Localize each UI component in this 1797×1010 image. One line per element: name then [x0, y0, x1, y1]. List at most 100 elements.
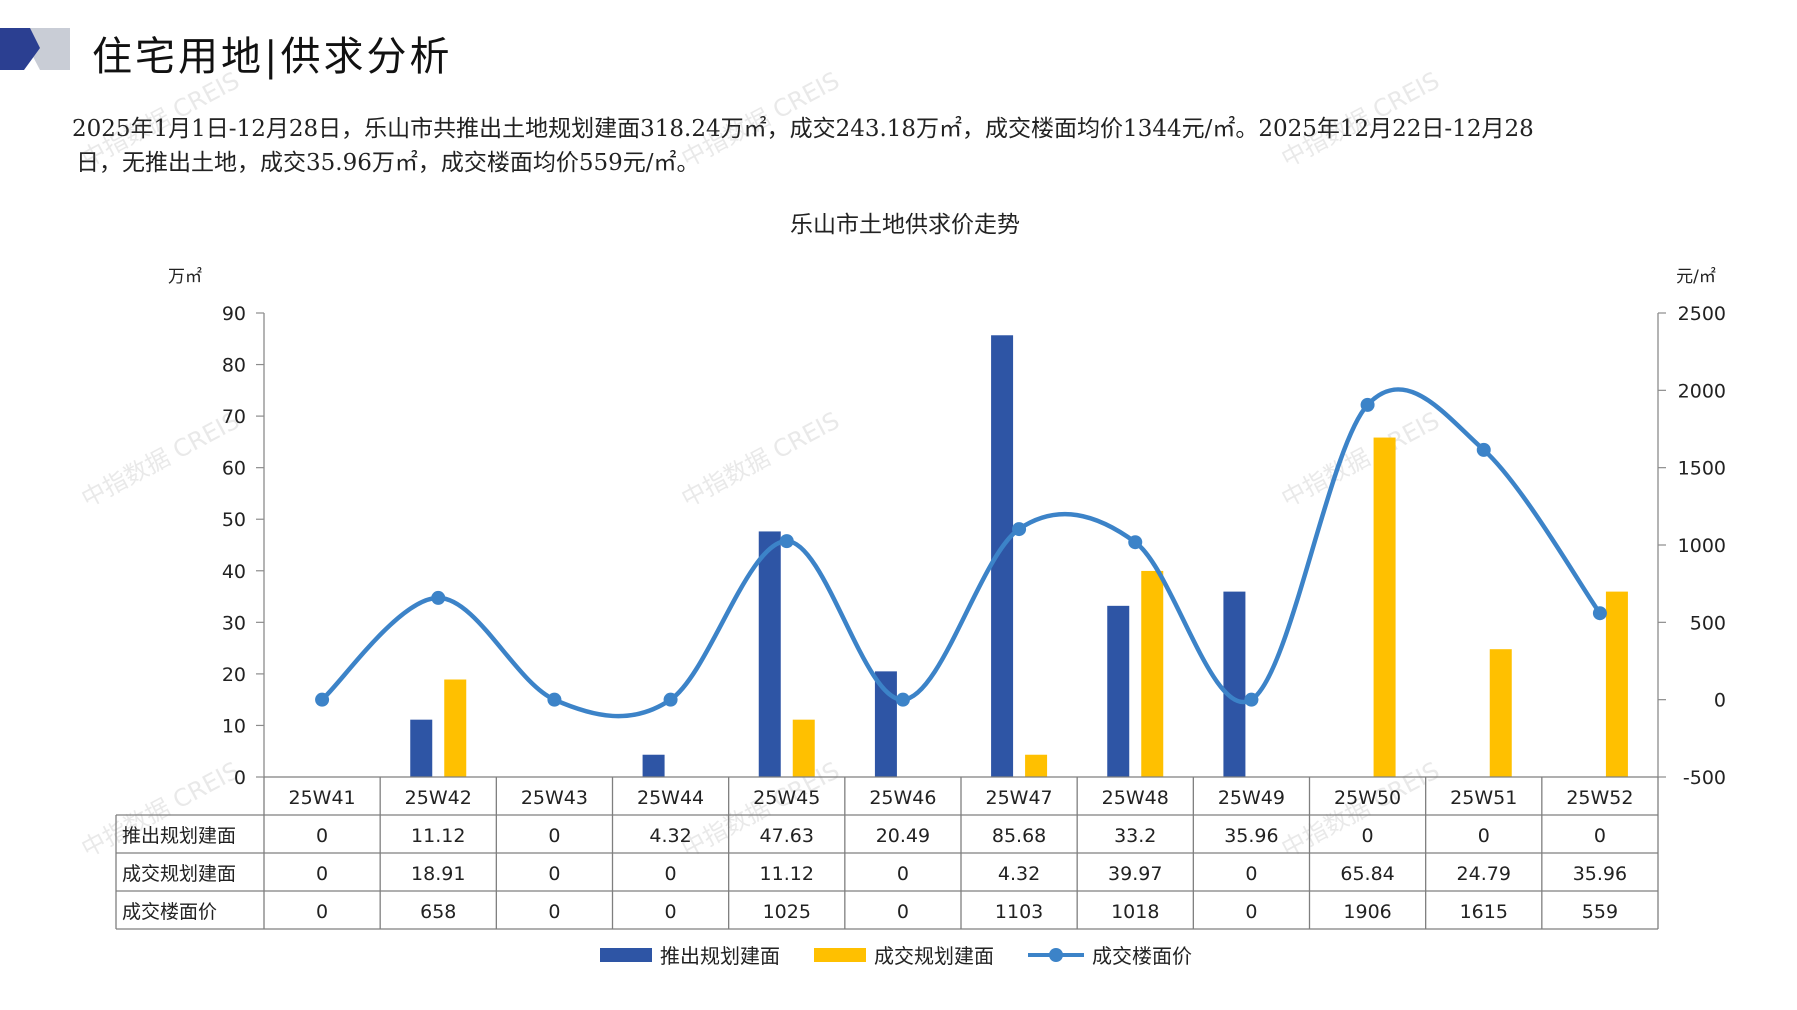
table-cell: 0 [897, 863, 909, 885]
right-axis-tick-label: 2500 [1678, 303, 1726, 325]
table-cell: 35.96 [1224, 825, 1278, 847]
table-cell: 0 [665, 901, 677, 923]
price-point-25W48 [1128, 535, 1143, 550]
table-cell: 11.12 [411, 825, 465, 847]
left-axis-tick-label: 10 [222, 715, 246, 737]
right-axis-tick-label: 0 [1714, 690, 1726, 712]
chart-legend: 推出规划建面 成交规划建面 成交楼面价 [600, 940, 1192, 969]
legend-item-price: 成交楼面价 [1028, 940, 1192, 969]
legend-swatch-price [1028, 947, 1084, 962]
page-title: 住宅用地|供求分析 [92, 34, 453, 80]
header-logo-mark [0, 28, 70, 70]
legend-label-deal: 成交规划建面 [874, 944, 994, 968]
left-axis-tick-label: 50 [222, 509, 246, 531]
table-cell: 1906 [1343, 901, 1391, 923]
table-row-label: 成交楼面价 [122, 901, 217, 923]
bar-supply-25W46 [874, 671, 897, 777]
table-cell: 65.84 [1340, 863, 1394, 885]
table-cell: 658 [420, 901, 456, 923]
table-cell: 18.91 [411, 863, 465, 885]
price-point-25W45 [779, 534, 794, 549]
summary-paragraph: 2025年1月1日-12月28日，乐山市共推出土地规划建面318.24万㎡，成交… [72, 112, 1742, 180]
table-cell: 0 [1594, 825, 1606, 847]
table-cell: 0 [548, 825, 560, 847]
price-line [319, 387, 1603, 719]
table-cell: 0 [665, 863, 677, 885]
legend-item-deal: 成交规划建面 [814, 940, 994, 969]
summary-line-1: 2025年1月1日-12月28日，乐山市共推出土地规划建面318.24万㎡，成交… [72, 116, 1534, 142]
left-axis-tick-label: 20 [222, 664, 246, 686]
right-axis-tick-label: 1000 [1678, 535, 1726, 557]
table-cell: 1025 [763, 901, 811, 923]
bar-deal-25W47 [1025, 754, 1048, 777]
table-category-25W47: 25W47 [986, 787, 1053, 809]
bar-deal-25W45 [792, 719, 815, 777]
table-category-25W50: 25W50 [1334, 787, 1401, 809]
table-cell: 0 [1245, 863, 1257, 885]
table-cell: 4.32 [649, 825, 691, 847]
price-point-25W46 [895, 692, 910, 707]
left-axis-tick-label: 70 [222, 406, 246, 428]
bar-deal-25W42 [444, 679, 467, 777]
table-cell: 0 [316, 863, 328, 885]
bar-supply-25W47 [991, 335, 1014, 777]
table-category-25W51: 25W51 [1450, 787, 1517, 809]
table-category-25W42: 25W42 [405, 787, 472, 809]
legend-swatch-deal [814, 947, 866, 962]
table-cell: 1103 [995, 901, 1043, 923]
table-category-25W49: 25W49 [1218, 787, 1285, 809]
table-row-label: 推出规划建面 [122, 825, 236, 847]
table-cell: 85.68 [992, 825, 1046, 847]
table-cell: 559 [1582, 901, 1618, 923]
bar-deal-25W51 [1489, 649, 1512, 777]
price-point-25W42 [431, 590, 446, 605]
left-axis-tick-label: 30 [222, 612, 246, 634]
table-category-25W46: 25W46 [869, 787, 936, 809]
price-point-25W51 [1476, 442, 1491, 457]
table-row-label: 成交规划建面 [122, 863, 236, 885]
table-cell: 0 [897, 901, 909, 923]
bar-deal-25W48 [1141, 570, 1164, 777]
left-axis-unit: 万㎡ [168, 267, 202, 287]
table-cell: 24.79 [1457, 863, 1511, 885]
right-axis-tick-label: -500 [1683, 767, 1726, 789]
legend-label-price: 成交楼面价 [1092, 944, 1192, 968]
bar-supply-25W44 [642, 754, 665, 777]
table-cell: 0 [548, 863, 560, 885]
bar-supply-25W49 [1223, 591, 1246, 777]
table-cell: 0 [1245, 901, 1257, 923]
table-cell: 1018 [1111, 901, 1159, 923]
table-cell: 47.63 [760, 825, 814, 847]
table-cell: 35.96 [1573, 863, 1627, 885]
bar-deal-25W50 [1373, 437, 1396, 777]
legend-item-supply: 推出规划建面 [600, 940, 780, 969]
table-category-25W48: 25W48 [1102, 787, 1169, 809]
price-point-25W43 [547, 692, 562, 707]
table-category-25W44: 25W44 [637, 787, 704, 809]
price-point-25W49 [1244, 692, 1259, 707]
table-cell: 33.2 [1114, 825, 1156, 847]
left-axis-tick-label: 40 [222, 561, 246, 583]
table-cell: 0 [316, 901, 328, 923]
price-point-25W44 [663, 692, 678, 707]
left-axis-tick-label: 60 [222, 458, 246, 480]
legend-label-supply: 推出规划建面 [660, 944, 780, 968]
right-axis-tick-label: 1500 [1678, 458, 1726, 480]
price-point-25W50 [1360, 397, 1375, 412]
left-axis-tick-label: 90 [222, 303, 246, 325]
table-cell: 0 [1362, 825, 1374, 847]
price-point-25W52 [1592, 606, 1607, 621]
table-category-25W45: 25W45 [753, 787, 820, 809]
table-cell: 11.12 [760, 863, 814, 885]
right-axis-tick-label: 500 [1690, 612, 1726, 634]
bar-deal-25W52 [1605, 591, 1628, 777]
summary-line-2: 日，无推出土地，成交35.96万㎡，成交楼面均价559元/㎡。 [76, 150, 700, 176]
table-category-25W43: 25W43 [521, 787, 588, 809]
left-axis-tick-label: 0 [234, 767, 246, 789]
right-axis-unit: 元/㎡ [1676, 267, 1716, 287]
table-category-25W41: 25W41 [289, 787, 356, 809]
bar-supply-25W45 [758, 531, 781, 777]
right-axis-tick-label: 2000 [1678, 380, 1726, 402]
bar-supply-25W42 [410, 719, 433, 777]
